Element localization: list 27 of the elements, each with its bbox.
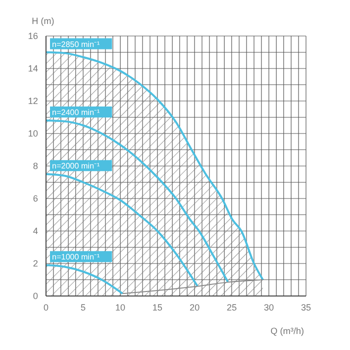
x-tick-label: 25 — [226, 302, 237, 312]
y-tick-label: 4 — [32, 226, 38, 236]
annotation: n=2400 min⁻¹ — [52, 108, 100, 117]
x-axis-title: Q (m³/h) — [270, 326, 304, 336]
y-tick-label: 2 — [32, 258, 38, 269]
x-tick-label: 30 — [264, 302, 274, 312]
x-tick-label: 15 — [152, 302, 162, 312]
line-series — [122, 279, 264, 294]
x-tick-label: 20 — [190, 302, 200, 312]
x-tick-label: 35 — [300, 302, 312, 312]
annotation: n=2850 min⁻¹ — [52, 40, 100, 49]
y-tick-label: 8 — [32, 161, 38, 172]
line-series — [46, 120, 229, 284]
line-series — [46, 264, 124, 295]
y-axis-title: H (m) — [32, 16, 54, 26]
annotation: n=1000 min⁻¹ — [52, 252, 100, 262]
y-tick-label: 16 — [28, 31, 38, 42]
y-tick-label: 10 — [28, 128, 38, 139]
y-tick-label: 6 — [32, 194, 38, 204]
x-tick-label: 10 — [115, 302, 126, 312]
line-series — [46, 173, 199, 288]
y-tick-label: 14 — [28, 64, 38, 74]
x-tick-label: 0 — [43, 302, 49, 312]
x-tick-label: 5 — [80, 302, 86, 312]
annotation: n=2000 min⁻¹ — [52, 162, 100, 171]
y-tick-label: 0 — [32, 291, 38, 302]
y-tick-label: 12 — [28, 96, 38, 106]
